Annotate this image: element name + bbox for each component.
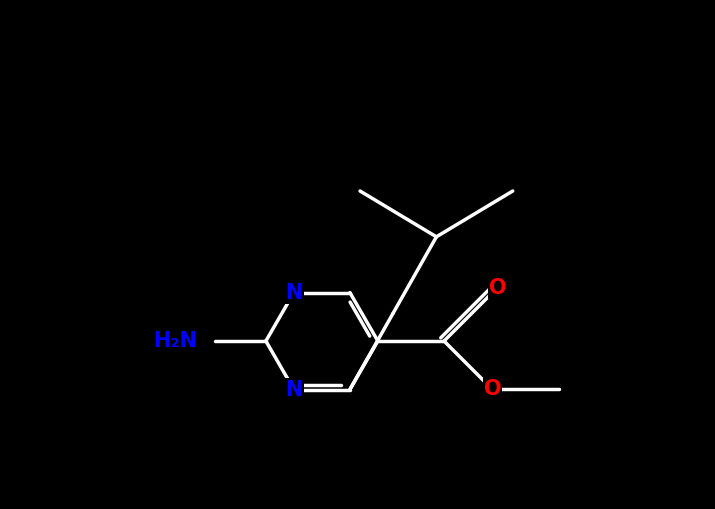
Text: O: O — [483, 379, 501, 400]
Text: O: O — [488, 277, 506, 298]
Text: N: N — [285, 380, 302, 400]
Text: N: N — [285, 282, 302, 302]
Text: H₂N: H₂N — [153, 331, 197, 351]
